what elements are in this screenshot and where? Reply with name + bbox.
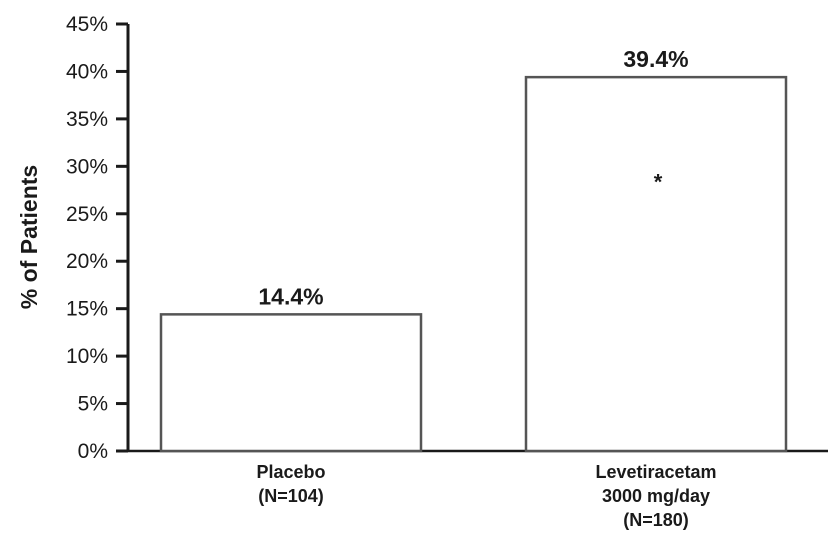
y-tick-label: 30% <box>66 155 108 178</box>
bars <box>159 75 788 453</box>
labels: 14.4% Placebo (N=104) 39.4% Levetiracetam 300… <box>256 46 716 530</box>
data-label: 39.4% <box>623 46 688 72</box>
y-tick-label: 0% <box>78 440 108 463</box>
y-tick-label: 10% <box>66 345 108 368</box>
y-tick-label: 45% <box>66 13 108 36</box>
bar <box>159 313 423 453</box>
y-tick-label: 20% <box>66 250 108 273</box>
category-label: Levetiracetam <box>595 462 716 482</box>
category-label: Placebo <box>256 462 325 482</box>
significance-marker: * <box>654 169 663 194</box>
category-label: 3000 mg/day <box>602 486 710 506</box>
data-label: 14.4% <box>258 283 323 309</box>
y-tick-label: 15% <box>66 298 108 321</box>
y-tick-label: 5% <box>78 393 108 416</box>
category-label: (N=180) <box>623 510 689 530</box>
y-tick-label: 25% <box>66 203 108 226</box>
bar <box>524 75 788 453</box>
y-tick-label: 35% <box>66 108 108 131</box>
y-tick-label: 40% <box>66 60 108 83</box>
y-axis-label: % of Patients <box>16 165 42 309</box>
category-label: (N=104) <box>258 486 324 506</box>
